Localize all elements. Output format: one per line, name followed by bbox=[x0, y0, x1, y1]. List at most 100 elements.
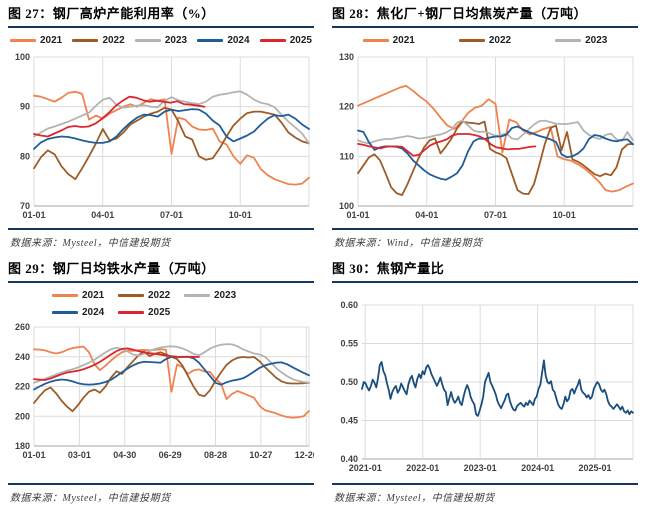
series-line-2025 bbox=[33, 347, 200, 381]
legend-label: 2021 bbox=[82, 290, 105, 301]
series-line-2021 bbox=[33, 345, 310, 419]
figure-panel-30: 图 30：焦钢产量比 0.40 0.45 0.50 0.55 0.60 2021-01 20… bbox=[324, 255, 648, 510]
legend-item-2024: 2024 bbox=[197, 35, 250, 46]
y-tick-label: 200 bbox=[15, 411, 30, 421]
legend-label: 2025 bbox=[289, 35, 312, 46]
title-rule bbox=[332, 281, 638, 283]
legend-label: 2023 bbox=[214, 290, 237, 301]
series-line-2022 bbox=[357, 120, 634, 197]
x-tick-label: 2021-01 bbox=[349, 463, 382, 473]
panel-footer: 数据来源：Mysteel，中信建投期货 bbox=[332, 483, 638, 504]
series-line-2023 bbox=[33, 343, 310, 384]
x-tick-label: 2024-01 bbox=[521, 463, 554, 473]
legend-swatch-icon bbox=[10, 39, 36, 42]
x-tick-label: 2022-01 bbox=[406, 463, 439, 473]
y-tick-label: 80 bbox=[20, 151, 30, 161]
legend-item-2023: 2023 bbox=[184, 290, 250, 301]
x-tick-label: 2025-01 bbox=[579, 463, 612, 473]
title-rule bbox=[332, 26, 638, 28]
y-tick-label: 120 bbox=[339, 102, 354, 112]
legend-item-2021: 2021 bbox=[10, 35, 62, 46]
legend-item-2023: 2023 bbox=[134, 35, 187, 46]
legend-label: 2024 bbox=[82, 307, 105, 318]
legend-item-2022: 2022 bbox=[118, 290, 184, 301]
x-tick-label: 04-01 bbox=[91, 210, 114, 220]
x-tick-label: 04-30 bbox=[113, 450, 136, 460]
series-line-2021 bbox=[33, 90, 310, 186]
legend-item-2025: 2025 bbox=[118, 307, 184, 318]
legend-item-2023: 2023 bbox=[555, 35, 607, 46]
y-tick-label: 0.45 bbox=[340, 416, 358, 426]
series-line-2021 bbox=[357, 84, 634, 193]
legend-label: 2022 bbox=[488, 35, 512, 46]
series-line-2025 bbox=[357, 133, 537, 157]
legend-label: 2024 bbox=[227, 35, 250, 46]
legend-swatch-icon bbox=[458, 39, 485, 42]
legend-swatch-icon bbox=[134, 39, 161, 42]
x-tick-label: 10-01 bbox=[553, 210, 576, 220]
legend-swatch-icon bbox=[118, 294, 144, 297]
x-tick-label: 01-01 bbox=[22, 450, 45, 460]
chart-legend: 2021 2022 2023 2024 2025 bbox=[52, 290, 270, 318]
series-line-2023 bbox=[33, 90, 310, 145]
y-tick-label: 220 bbox=[15, 382, 30, 392]
y-tick-label: 0.40 bbox=[340, 454, 358, 464]
line-chart-coke-output: 100 110 120 130 01-01 04-01 07-01 10-01 bbox=[339, 52, 634, 220]
title-rule bbox=[8, 281, 314, 283]
figure-title: 图 29：钢厂日均铁水产量（万吨） bbox=[8, 261, 215, 276]
x-tick-label: 06-29 bbox=[159, 450, 182, 460]
legend-item-2022: 2022 bbox=[458, 35, 512, 46]
legend-item-2021: 2021 bbox=[52, 290, 118, 301]
y-tick-label: 110 bbox=[339, 151, 354, 161]
series-line-2024 bbox=[33, 108, 310, 150]
data-source: 数据来源：Mysteel，中信建投期货 bbox=[334, 493, 495, 504]
legend-swatch-icon bbox=[52, 311, 78, 314]
y-tick-label: 180 bbox=[15, 441, 30, 451]
figure-panel-27: 图 27：钢厂高炉产能利用率（%） 2021 2022 2023 2024 2025 7… bbox=[0, 0, 324, 255]
y-tick-label: 100 bbox=[339, 201, 354, 211]
y-tick-label: 70 bbox=[20, 201, 30, 211]
data-source: 数据来源：Mysteel，中信建投期货 bbox=[10, 238, 171, 249]
line-chart-hot-metal-output: 180 200 220 240 260 01-01 03-01 04-30 06-29 08-28… bbox=[15, 322, 314, 460]
x-tick-label: 07-01 bbox=[160, 210, 183, 220]
footer-rule bbox=[332, 483, 638, 485]
series-line-2025 bbox=[33, 95, 206, 138]
legend-label: 2022 bbox=[102, 35, 125, 46]
x-tick-label: 08-28 bbox=[204, 450, 227, 460]
figure-panel-28: 图 28：焦化厂+钢厂日均焦炭产量（万吨） 2021 2022 2023 100 11… bbox=[324, 0, 648, 255]
y-tick-label: 90 bbox=[20, 102, 30, 112]
y-tick-label: 100 bbox=[15, 52, 30, 62]
x-tick-label: 10-27 bbox=[249, 450, 272, 460]
y-tick-label: 0.55 bbox=[340, 339, 358, 349]
legend-swatch-icon bbox=[555, 39, 582, 42]
panel-footer: 数据来源：Wind，中信建投期货 bbox=[332, 228, 638, 249]
panel-footer: 数据来源：Mysteel，中信建投期货 bbox=[8, 228, 314, 249]
legend-item-2025: 2025 bbox=[259, 35, 312, 46]
line-chart-capacity-utilization: 70 80 90 100 01-01 04-01 07-01 10-01 bbox=[15, 52, 310, 220]
x-tick-label: 01-01 bbox=[22, 210, 45, 220]
chart-legend: 2021 2022 2023 2024 2025 bbox=[8, 33, 314, 48]
y-tick-label: 130 bbox=[339, 52, 354, 62]
legend-swatch-icon bbox=[118, 311, 144, 314]
footer-rule bbox=[8, 228, 314, 230]
figure-panel-29: 图 29：钢厂日均铁水产量（万吨） 2021 2022 2023 2024 2025 1… bbox=[0, 255, 324, 510]
legend-label: 2023 bbox=[585, 35, 608, 46]
title-rule bbox=[8, 26, 314, 28]
legend-swatch-icon bbox=[52, 294, 78, 297]
y-tick-label: 0.50 bbox=[340, 377, 358, 387]
x-tick-label: 10-01 bbox=[229, 210, 252, 220]
y-tick-label: 260 bbox=[15, 322, 30, 332]
y-tick-label: 240 bbox=[15, 352, 30, 362]
x-tick-label: 04-01 bbox=[415, 210, 438, 220]
y-tick-label: 0.60 bbox=[340, 300, 358, 310]
x-tick-label: 07-01 bbox=[484, 210, 507, 220]
data-source: 数据来源：Mysteel，中信建投期货 bbox=[10, 493, 171, 504]
x-tick-label: 01-01 bbox=[346, 210, 369, 220]
data-source: 数据来源：Wind，中信建投期货 bbox=[334, 238, 483, 249]
footer-rule bbox=[332, 228, 638, 230]
figure-title: 图 30：焦钢产量比 bbox=[332, 261, 445, 276]
figure-title: 图 27：钢厂高炉产能利用率（%） bbox=[8, 6, 215, 21]
legend-item-2022: 2022 bbox=[72, 35, 125, 46]
x-tick-label: 03-01 bbox=[68, 450, 91, 460]
